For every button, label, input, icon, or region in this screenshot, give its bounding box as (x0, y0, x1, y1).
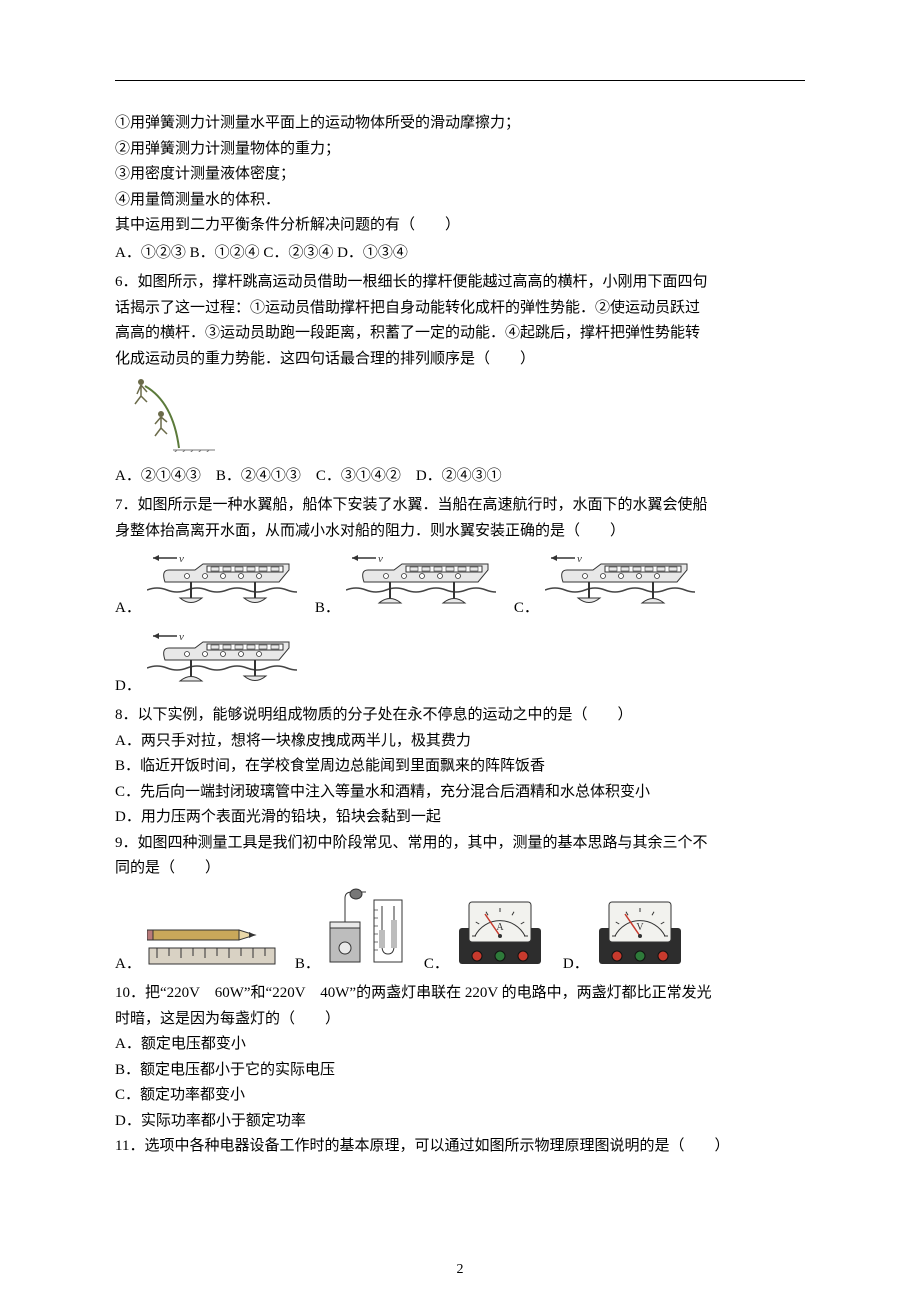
q7-stem-l2: 身整体抬高离开水面，从而减小水对船的阻力．则水翼安装正确的是（ ） (115, 519, 805, 545)
q7-figure-b: v (346, 550, 496, 622)
svg-text:v: v (577, 553, 582, 565)
q9-label-c: C． (424, 952, 449, 978)
q8-opt-a: A．两只手对拉，想将一块橡皮拽成两半儿，极其费力 (115, 729, 805, 755)
svg-text:v: v (378, 553, 383, 565)
q7-row1: A． v B． v C． v (115, 550, 805, 622)
q6-stem-l2: 话揭示了这一过程：①运动员借助撑杆把自身动能转化成杆的弹性势能．②使运动员跃过 (115, 296, 805, 322)
q7-figure-c: v (545, 550, 695, 622)
q10-stem-l2: 时暗，这是因为每盏灯的（ ） (115, 1007, 805, 1033)
q9-label-a: A． (115, 952, 141, 978)
q5-item1: ①用弹簧测力计测量水平面上的运动物体所受的滑动摩擦力； (115, 111, 805, 137)
q9-label-b: B． (295, 952, 320, 978)
q7-figure-d: v (147, 628, 297, 700)
q5-stem: 其中运用到二力平衡条件分析解决问题的有（ ） (115, 213, 805, 239)
q7-row2: D． v (115, 628, 805, 700)
svg-text:v: v (179, 553, 184, 565)
q6-figure (115, 372, 215, 462)
q7-label-c: C． (514, 596, 539, 622)
q5-item3: ③用密度计测量液体密度； (115, 162, 805, 188)
q5-item4: ④用量筒测量水的体积． (115, 188, 805, 214)
q9-label-d: D． (563, 952, 589, 978)
q9-row: A． (115, 888, 805, 978)
q7-figure-a: v (147, 550, 297, 622)
q9-figure-a (147, 920, 277, 978)
q10-opt-d: D．实际功率都小于额定功率 (115, 1109, 805, 1135)
q8-opt-c: C．先后向一端封闭玻璃管中注入等量水和酒精，充分混合后酒精和水总体积变小 (115, 780, 805, 806)
top-rule (115, 80, 805, 81)
q9-stem-l2: 同的是（ ） (115, 856, 805, 882)
q5-item2: ②用弹簧测力计测量物体的重力； (115, 137, 805, 163)
q10-opt-c: C．额定功率都变小 (115, 1083, 805, 1109)
q10-opt-a: A．额定电压都变小 (115, 1032, 805, 1058)
svg-text:V: V (636, 922, 644, 933)
svg-text:v: v (179, 631, 184, 643)
q9-stem-l1: 9．如图四种测量工具是我们初中阶段常见、常用的，其中，测量的基本思路与其余三个不 (115, 831, 805, 857)
q5-options: A．①②③ B．①②④ C．②③④ D．①③④ (115, 241, 805, 267)
q7-label-d: D． (115, 674, 141, 700)
q6-options: A．②①④③ B．②④①③ C．③①④② D．②④③① (115, 464, 805, 490)
q10-stem-l1: 10．把“220V 60W”和“220V 40W”的两盏灯串联在 220V 的电… (115, 981, 805, 1007)
q6-stem-l1: 6．如图所示，撑杆跳高运动员借助一根细长的撑杆便能越过高高的横杆，小刚用下面四句 (115, 270, 805, 296)
q9-figure-d: V (595, 898, 685, 978)
q8-stem: 8．以下实例，能够说明组成物质的分子处在永不停息的运动之中的是（ ） (115, 703, 805, 729)
q7-label-a: A． (115, 596, 141, 622)
q9-figure-b (326, 888, 406, 978)
q6-stem-l4: 化成运动员的重力势能．这四句话最合理的排列顺序是（ ） (115, 347, 805, 373)
q9-figure-c: A (455, 898, 545, 978)
q8-opt-d: D．用力压两个表面光滑的铅块，铅块会黏到一起 (115, 805, 805, 831)
q8-opt-b: B．临近开饭时间，在学校食堂周边总能闻到里面飘来的阵阵饭香 (115, 754, 805, 780)
svg-text:A: A (496, 922, 504, 933)
q11-stem: 11．选项中各种电器设备工作时的基本原理，可以通过如图所示物理原理图说明的是（ … (115, 1134, 805, 1160)
q7-label-b: B． (315, 596, 340, 622)
q7-stem-l1: 7．如图所示是一种水翼船，船体下安装了水翼．当船在高速航行时，水面下的水翼会使船 (115, 493, 805, 519)
page-number: 2 (0, 1258, 920, 1282)
q10-opt-b: B．额定电压都小于它的实际电压 (115, 1058, 805, 1084)
q6-stem-l3: 高高的横杆．③运动员助跑一段距离，积蓄了一定的动能．④起跳后，撑杆把弹性势能转 (115, 321, 805, 347)
